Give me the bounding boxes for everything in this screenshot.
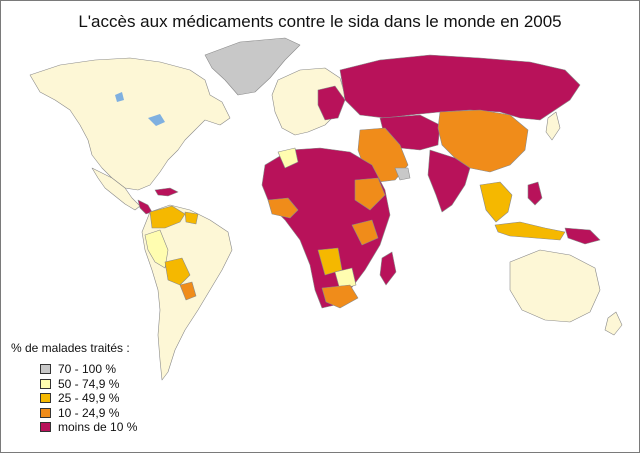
europe-east (317, 85, 346, 121)
map-title: L'accès aux médicaments contre le sida d… (78, 12, 562, 31)
morocco (277, 147, 299, 169)
legend-label: 70 - 100 % (58, 362, 117, 376)
legend-title: % de malades traités : (11, 341, 130, 355)
legend-swatch-25-49 (40, 393, 51, 403)
india (427, 149, 471, 213)
legend-item: 10 - 24,9 % (40, 406, 137, 420)
legend-item: 70 - 100 % (40, 362, 137, 376)
china (437, 109, 529, 173)
madagascar (379, 251, 397, 286)
png (564, 227, 601, 245)
australia (509, 249, 601, 323)
angola (317, 247, 343, 276)
legend-label: 25 - 49,9 % (58, 391, 120, 405)
legend-swatch-70-100 (40, 364, 51, 374)
north-america (29, 57, 231, 191)
legend-item: moins de 10 % (40, 420, 137, 434)
japan (545, 111, 561, 141)
legend-label: 50 - 74,9 % (58, 376, 120, 391)
arabia-gulf (394, 167, 411, 181)
legend: 70 - 100 % 50 - 74,9 % 25 - 49,9 % 10 - … (40, 362, 137, 435)
canada-lakes (115, 92, 124, 102)
bolivia (164, 257, 191, 286)
botswana (334, 267, 357, 291)
philippines (527, 181, 543, 206)
south-africa (321, 284, 359, 309)
east-africa (351, 219, 379, 246)
mexico (91, 167, 141, 211)
ethiopia (354, 177, 386, 211)
legend-label: moins de 10 % (58, 420, 138, 434)
peru (144, 229, 169, 269)
legend-swatch-50-74 (40, 378, 51, 389)
new-zealand (604, 311, 623, 336)
indonesia (494, 221, 566, 241)
central-america (137, 199, 153, 215)
russia (339, 54, 581, 121)
greenland (204, 37, 301, 96)
southeast-asia (479, 181, 513, 223)
caribbean (154, 187, 179, 197)
west-africa (267, 197, 299, 219)
legend-item: 50 - 74,9 % (40, 377, 137, 391)
guyana (184, 211, 199, 225)
legend-item: 25 - 49,9 % (40, 391, 137, 405)
venezuela (149, 205, 186, 229)
legend-label: 10 - 24,9 % (58, 405, 120, 420)
legend-swatch-10-24 (40, 407, 51, 418)
paraguay (179, 281, 197, 301)
legend-swatch-below-10 (40, 422, 51, 432)
great-lakes (148, 114, 165, 126)
